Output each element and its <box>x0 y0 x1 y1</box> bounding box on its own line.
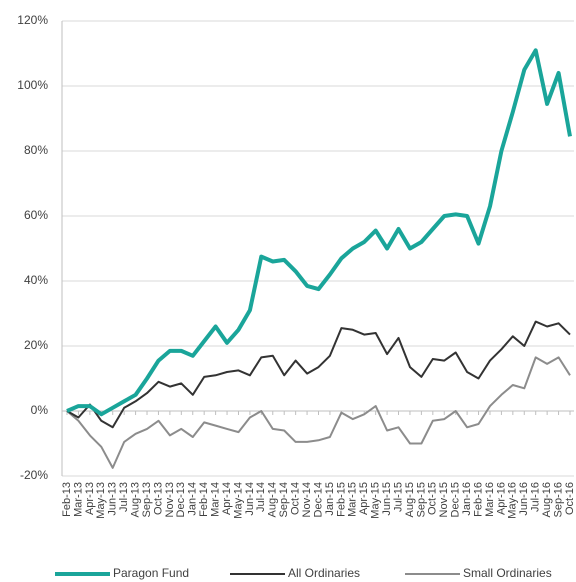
x-tick-label: Jan-14 <box>187 482 199 516</box>
x-tick-label: Sep-13 <box>141 482 153 517</box>
x-tick-label: May-16 <box>507 482 519 519</box>
y-tick-label: 60% <box>24 208 48 222</box>
x-tick-label: Mar-13 <box>72 482 84 517</box>
x-tick-label: Aug-14 <box>267 482 279 517</box>
x-tick-label: Oct-13 <box>152 482 164 515</box>
x-tick-label: Aug-13 <box>129 482 141 517</box>
x-tick-label: Aug-16 <box>541 482 553 517</box>
legend-label: Paragon Fund <box>113 566 189 580</box>
x-tick-label: Dec-14 <box>312 482 324 517</box>
x-tick-label: Mar-14 <box>210 482 222 517</box>
x-tick-label: Jun-14 <box>244 482 256 516</box>
x-tick-label: Oct-16 <box>564 482 576 515</box>
x-tick-label: Jul-15 <box>392 482 404 512</box>
x-tick-label: Dec-13 <box>175 482 187 517</box>
x-tick-label: Sep-15 <box>415 482 427 517</box>
y-tick-label: -20% <box>20 468 48 482</box>
y-tick-label: 80% <box>24 143 48 157</box>
x-tick-label: Apr-15 <box>358 482 370 515</box>
y-tick-label: 20% <box>24 338 48 352</box>
x-tick-label: Sep-14 <box>278 482 290 517</box>
x-tick-label: Mar-15 <box>347 482 359 517</box>
x-tick-label: Jun-15 <box>381 482 393 516</box>
series-line <box>66 320 571 429</box>
x-tick-label: Feb-14 <box>198 482 210 517</box>
x-tick-label: Oct-14 <box>290 482 302 515</box>
x-tick-label: Mar-16 <box>484 482 496 517</box>
x-tick-label: Feb-13 <box>61 482 73 517</box>
y-tick-label: 0% <box>31 403 49 417</box>
x-tick-label: Nov-15 <box>438 482 450 517</box>
y-tick-label: 40% <box>24 273 48 287</box>
x-tick-label: Feb-15 <box>335 482 347 517</box>
series-line <box>66 356 571 469</box>
legend-label: All Ordinaries <box>288 566 360 580</box>
x-tick-label: Apr-16 <box>495 482 507 515</box>
y-tick-label: 120% <box>17 13 48 27</box>
x-tick-label: Jun-16 <box>518 482 530 516</box>
y-tick-label: 100% <box>17 78 48 92</box>
x-tick-label: Jan-15 <box>324 482 336 516</box>
x-tick-label: Jan-16 <box>461 482 473 516</box>
x-tick-label: Dec-15 <box>450 482 462 517</box>
x-tick-label: Apr-13 <box>84 482 96 515</box>
legend-label: Small Ordinaries <box>463 566 552 580</box>
x-tick-label: Nov-13 <box>164 482 176 517</box>
x-tick-label: Aug-15 <box>404 482 416 517</box>
x-tick-label: May-14 <box>232 482 244 519</box>
x-tick-label: May-15 <box>370 482 382 519</box>
x-tick-label: Apr-14 <box>221 482 233 515</box>
x-tick-label: Jun-13 <box>107 482 119 516</box>
x-tick-label: Nov-14 <box>301 482 313 517</box>
x-tick-label: Sep-16 <box>552 482 564 517</box>
x-tick-label: Feb-16 <box>472 482 484 517</box>
series-line <box>66 48 572 417</box>
x-tick-label: Oct-15 <box>427 482 439 515</box>
x-tick-label: Jul-16 <box>530 482 542 512</box>
x-tick-label: Jul-13 <box>118 482 130 512</box>
x-tick-label: May-13 <box>95 482 107 519</box>
x-tick-label: Jul-14 <box>255 482 267 512</box>
